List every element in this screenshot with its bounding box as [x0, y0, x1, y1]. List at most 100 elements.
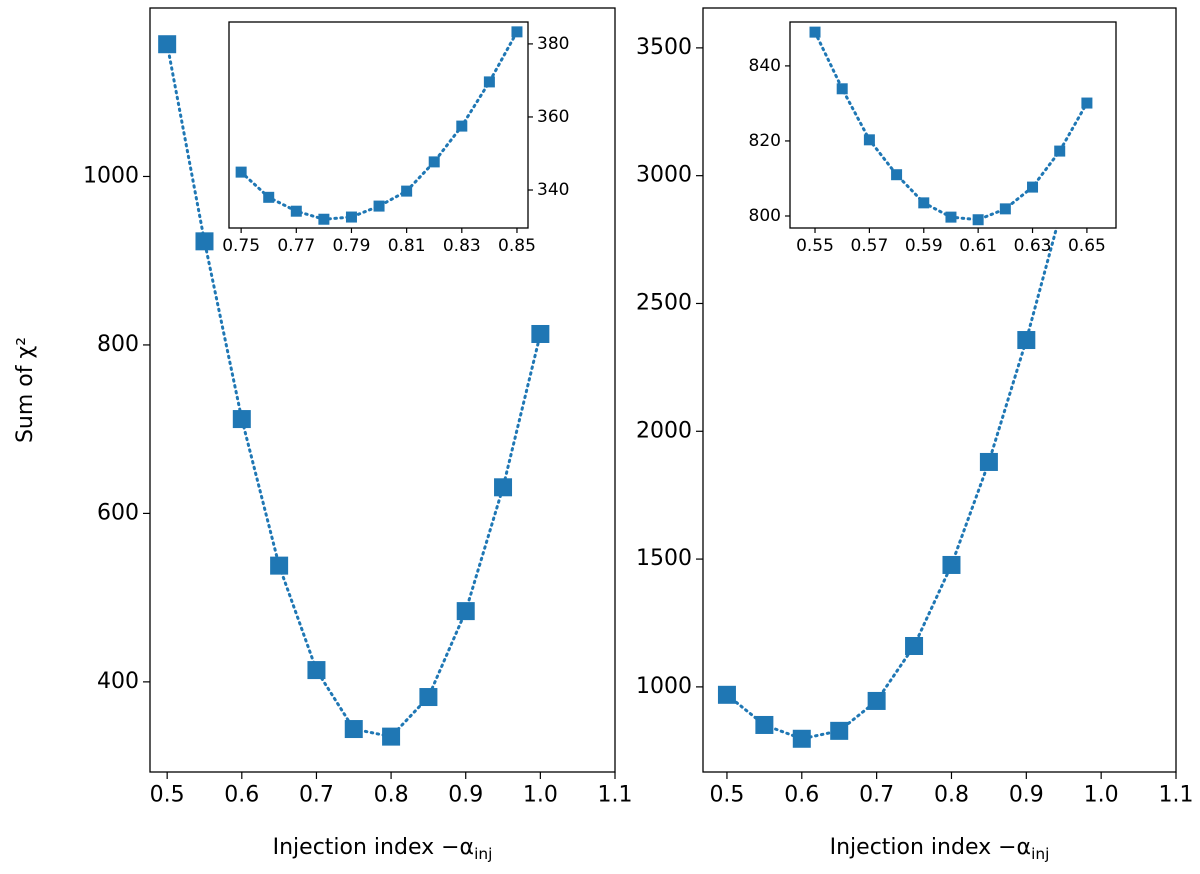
data-point: [235, 166, 247, 178]
data-point: [792, 729, 811, 748]
x-axis-label-main: Injection index −α: [830, 835, 1031, 860]
data-point: [373, 200, 385, 212]
y-tick-label: 360: [537, 107, 569, 127]
x-tick-label: 0.59: [905, 236, 943, 256]
y-tick-label: 800: [749, 206, 781, 226]
axes-frame: [702, 7, 1177, 773]
data-point: [494, 478, 513, 497]
data-point: [1017, 331, 1036, 350]
data-point: [863, 134, 875, 146]
x-tick-label: 1.1: [598, 783, 633, 808]
data-point: [382, 727, 401, 746]
data-line: [239, 30, 519, 221]
data-point: [945, 211, 957, 223]
data-point: [345, 211, 357, 223]
data-point: [918, 197, 930, 209]
x-tick-label: 0.8: [934, 783, 969, 808]
y-tick-label: 600: [97, 500, 139, 525]
data-point: [867, 691, 886, 710]
data-point: [456, 120, 468, 132]
plot-area: [809, 26, 1093, 226]
plot-background: [790, 22, 1116, 228]
x-tick-label: 0.65: [1068, 236, 1106, 256]
axes-frame: [228, 21, 529, 229]
panel: 0.55 0.57 0.59 0.61 0.63 0.65 800 820 840: [749, 21, 1117, 256]
data-point: [290, 205, 302, 217]
data-point: [158, 35, 177, 54]
data-point: [456, 602, 475, 621]
data-point: [428, 156, 440, 168]
x-tick-label: 1.0: [523, 783, 558, 808]
x-axis-label-subscript: inj: [1031, 845, 1049, 863]
data-point: [232, 410, 251, 429]
x-tick-label: 0.9: [448, 783, 483, 808]
data-point: [344, 720, 363, 739]
y-tick-label: 340: [537, 180, 569, 200]
x-tick-label: 0.85: [498, 236, 536, 256]
x-tick-label: 0.8: [374, 783, 409, 808]
data-point: [979, 452, 998, 471]
x-axis-label-main: Injection index −α: [273, 835, 474, 860]
x-tick-label: 0.7: [299, 783, 334, 808]
x-tick-label: 0.81: [388, 236, 426, 256]
x-tick-label: 0.5: [709, 783, 744, 808]
data-point: [307, 661, 326, 680]
data-point: [270, 556, 289, 575]
x-tick-label: 0.55: [796, 236, 834, 256]
y-tick-label: 800: [97, 332, 139, 357]
x-axis-label-subscript: inj: [474, 845, 492, 863]
data-point: [830, 721, 849, 740]
x-tick-label: 1.1: [1159, 783, 1194, 808]
data-point: [419, 688, 438, 707]
data-point: [942, 555, 961, 574]
plot-area: [158, 35, 550, 746]
y-tick-label: 3000: [636, 163, 692, 188]
y-tick-label: 1000: [636, 674, 692, 699]
y-tick-label: 820: [749, 131, 781, 151]
data-point: [263, 191, 275, 203]
data-point: [717, 685, 736, 704]
y-tick-label: 840: [749, 56, 781, 76]
data-point: [891, 169, 903, 181]
y-tick-label: 2500: [636, 290, 692, 315]
data-point: [972, 214, 984, 226]
x-tick-label: 0.9: [1009, 783, 1044, 808]
x-tick-label: 0.7: [859, 783, 894, 808]
x-tick-label: 0.6: [784, 783, 819, 808]
data-point: [483, 76, 495, 88]
x-axis-label: Injection index −αinj: [830, 835, 1050, 863]
x-tick-label: 0.57: [850, 236, 888, 256]
axes-frame: [789, 21, 1117, 229]
y-tick-label: 1000: [83, 163, 139, 188]
y-tick-label: 3500: [636, 35, 692, 60]
x-tick-label: 0.5: [150, 783, 185, 808]
data-point: [318, 213, 330, 225]
data-point: [809, 26, 821, 38]
y-axis-label: Sum of χ²: [13, 337, 38, 443]
x-axis-label: Injection index −αinj: [273, 835, 493, 863]
data-point: [1054, 145, 1066, 157]
y-tick-label: 2000: [636, 418, 692, 443]
data-point: [1081, 97, 1093, 109]
x-tick-label: 1.0: [1084, 783, 1119, 808]
y-tick-label: 1500: [636, 546, 692, 571]
x-tick-label: 0.75: [222, 236, 260, 256]
axes-frame: [149, 7, 616, 773]
data-point: [1027, 181, 1039, 193]
data-point: [755, 715, 774, 734]
x-tick-label: 0.77: [277, 236, 315, 256]
data-point: [905, 636, 924, 655]
data-point: [195, 232, 214, 251]
x-tick-label: 0.61: [959, 236, 997, 256]
panel: 0.75 0.77 0.79 0.81 0.83 0.85 340 360 380: [222, 21, 569, 256]
data-point: [836, 83, 848, 95]
y-tick-label: 400: [97, 669, 139, 694]
data-point: [999, 203, 1011, 215]
data-point: [401, 185, 413, 197]
x-tick-label: 0.6: [224, 783, 259, 808]
x-tick-label: 0.63: [1014, 236, 1052, 256]
data-point: [531, 324, 550, 343]
plot-area: [235, 26, 523, 225]
y-tick-label: 380: [537, 34, 569, 54]
